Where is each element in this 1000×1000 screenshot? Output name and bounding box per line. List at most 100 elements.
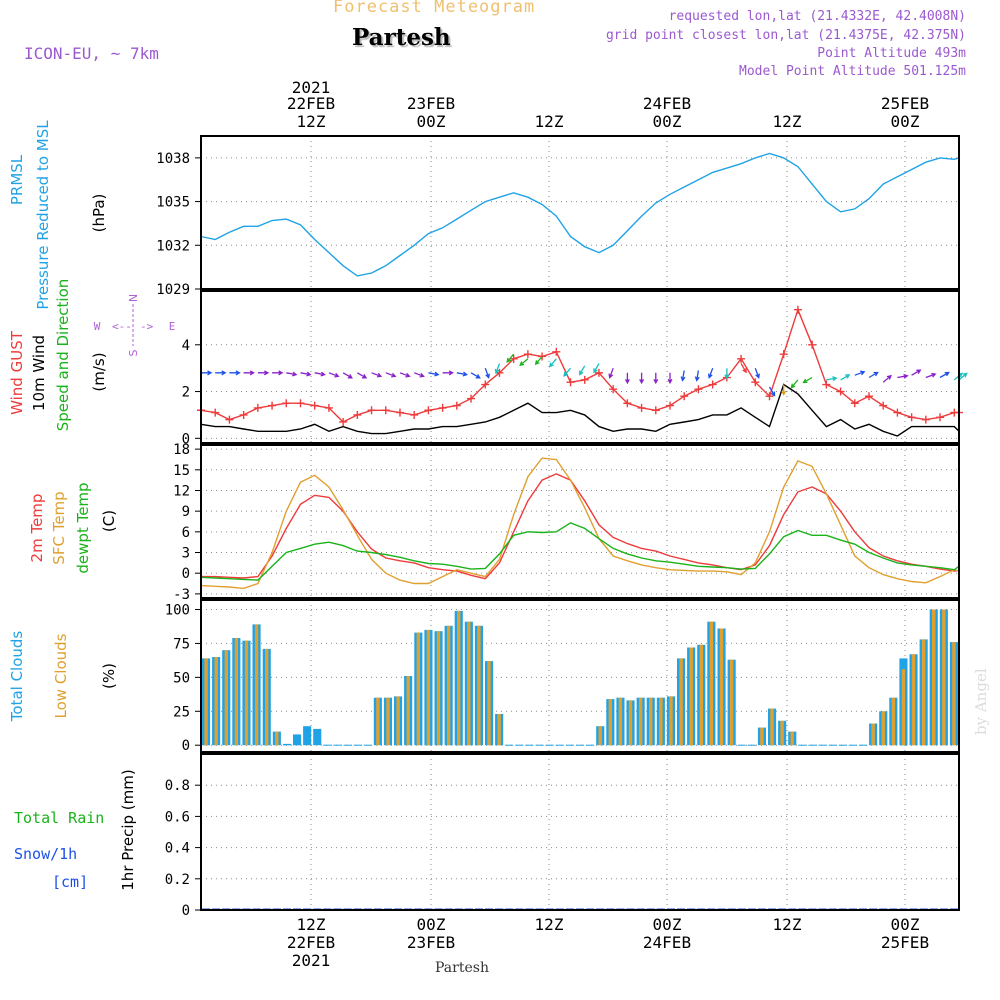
wind-gust-marker: [907, 413, 916, 422]
y-tick-label: 1029: [156, 282, 190, 298]
wind-direction-arrow: [624, 372, 630, 385]
wind-direction-arrow: [257, 370, 270, 376]
pressure-panel-background: [201, 136, 959, 289]
wind-gust-marker: [538, 352, 547, 361]
wind-direction-arrow: [680, 370, 686, 382]
wind-direction-arrow: [356, 372, 368, 379]
wind-direction-arrow: [925, 372, 937, 379]
wind-gust-marker: [864, 392, 873, 401]
wind-gust-marker: [225, 415, 234, 424]
bottom-time-label: 24FEB: [643, 933, 691, 952]
wind-gust-marker: [822, 380, 831, 389]
wind-gust-label: Wind GUST: [8, 330, 26, 415]
low-cloud-bar: [275, 731, 279, 746]
wind-gust-marker: [324, 403, 333, 412]
compass-west-arrow: <--: [112, 320, 132, 333]
wind-direction-arrow: [593, 363, 600, 374]
low-clouds-label: Low Clouds: [52, 633, 70, 718]
low-cloud-bar: [628, 700, 633, 746]
temp-unit-label: (C): [100, 510, 118, 532]
wind-direction-arrow: [694, 370, 700, 382]
wind-gust-marker: [395, 408, 404, 417]
model-altitude: Model Point Altitude 501.125m: [739, 64, 966, 79]
wind-gust-marker: [523, 350, 532, 359]
low-cloud-bar: [376, 697, 380, 746]
wind-gust-marker: [467, 394, 476, 403]
wind-direction-arrow: [768, 386, 776, 397]
low-cloud-bar: [608, 699, 612, 746]
y-tick-label: 4: [182, 338, 190, 354]
wind-direction-arrow: [286, 371, 298, 377]
low-cloud-bar: [790, 731, 794, 746]
wind-direction-arrow: [328, 372, 340, 378]
clouds-panel-frame: [200, 599, 960, 753]
wind-direction-arrow: [506, 353, 515, 363]
low-cloud-bar: [426, 629, 431, 746]
y-tick-label: 0.8: [165, 778, 190, 794]
temperature-panel-background: [201, 445, 959, 598]
pressure-label: PRMSL: [8, 154, 26, 205]
temp-2m-label: 2m Temp: [28, 494, 46, 563]
wind-gust-marker: [737, 354, 746, 363]
wind-gust-marker: [793, 305, 802, 314]
wind-gust-marker: [211, 408, 220, 417]
wind-direction-arrow: [314, 371, 326, 377]
y-tick-label: 12: [173, 483, 190, 499]
low-cloud-bar: [901, 669, 906, 746]
top-time-label: 12Z: [297, 112, 326, 131]
bottom-time-label: 00Z: [653, 915, 682, 934]
wind-direction-arrow: [707, 367, 714, 379]
wind-direction-arrow: [519, 358, 529, 367]
compass-west: W: [94, 320, 101, 333]
wind-direction-arrow: [484, 367, 490, 379]
wind-gust-marker: [353, 410, 362, 419]
wind-gust-marker: [751, 378, 760, 387]
wind-gust-marker: [509, 354, 518, 363]
low-cloud-bar: [770, 708, 774, 746]
wind-direction-arrow: [300, 371, 312, 377]
low-cloud-bar: [921, 639, 926, 746]
bottom-time-label: 00Z: [417, 915, 446, 934]
wind-gust-marker: [808, 340, 817, 349]
total-clouds-label: Total Clouds: [8, 631, 26, 723]
wind-direction-arrow: [272, 370, 284, 376]
y-tick-label: 0.6: [165, 809, 190, 825]
wind-gust-marker: [936, 413, 945, 422]
pressure-panel-frame: [200, 135, 960, 290]
wind-gust-marker: [253, 403, 262, 412]
bottom-time-label: 25FEB: [881, 933, 929, 952]
wind-gust-marker: [424, 406, 433, 415]
total-cloud-bar: [313, 728, 322, 746]
wind-direction-arrow: [494, 363, 501, 375]
station-title: Partesh: [352, 24, 451, 51]
low-cloud-bar: [497, 714, 501, 746]
low-cloud-bar: [659, 697, 663, 746]
top-time-label: 00Z: [653, 112, 682, 131]
wind-gust-marker: [779, 350, 788, 359]
wind-direction-arrow: [229, 370, 241, 376]
wind-direction-arrow: [781, 384, 787, 396]
compass-north: N: [127, 294, 140, 302]
bottom-time-label: 22FEB: [287, 933, 335, 952]
wind-gust-marker: [410, 410, 419, 419]
wind-direction-arrow: [563, 367, 571, 377]
y-tick-label: 1035: [156, 195, 190, 211]
bottom-time-label: 23FEB: [407, 933, 455, 952]
wind-direction-arrow: [868, 371, 879, 379]
compass-south: S: [127, 349, 140, 356]
wind-unit-label: (m/s): [90, 352, 108, 391]
wind-10m-line: [200, 383, 960, 437]
wind-gust-marker: [438, 403, 447, 412]
low-cloud-bar: [760, 727, 764, 746]
wind-gust-marker: [879, 401, 888, 410]
y-tick-label: 0: [182, 903, 190, 919]
wind-direction-arrow: [442, 370, 454, 376]
wind-gust-marker: [666, 401, 675, 410]
wind-direction-arrow: [579, 365, 586, 376]
top-time-label: 23FEB: [407, 94, 455, 113]
wind-direction-arrow: [549, 358, 557, 368]
precip-unit-label: 1hr Precip (mm): [119, 769, 137, 890]
low-cloud-bar: [244, 640, 249, 746]
wind-gust-marker: [580, 375, 589, 384]
